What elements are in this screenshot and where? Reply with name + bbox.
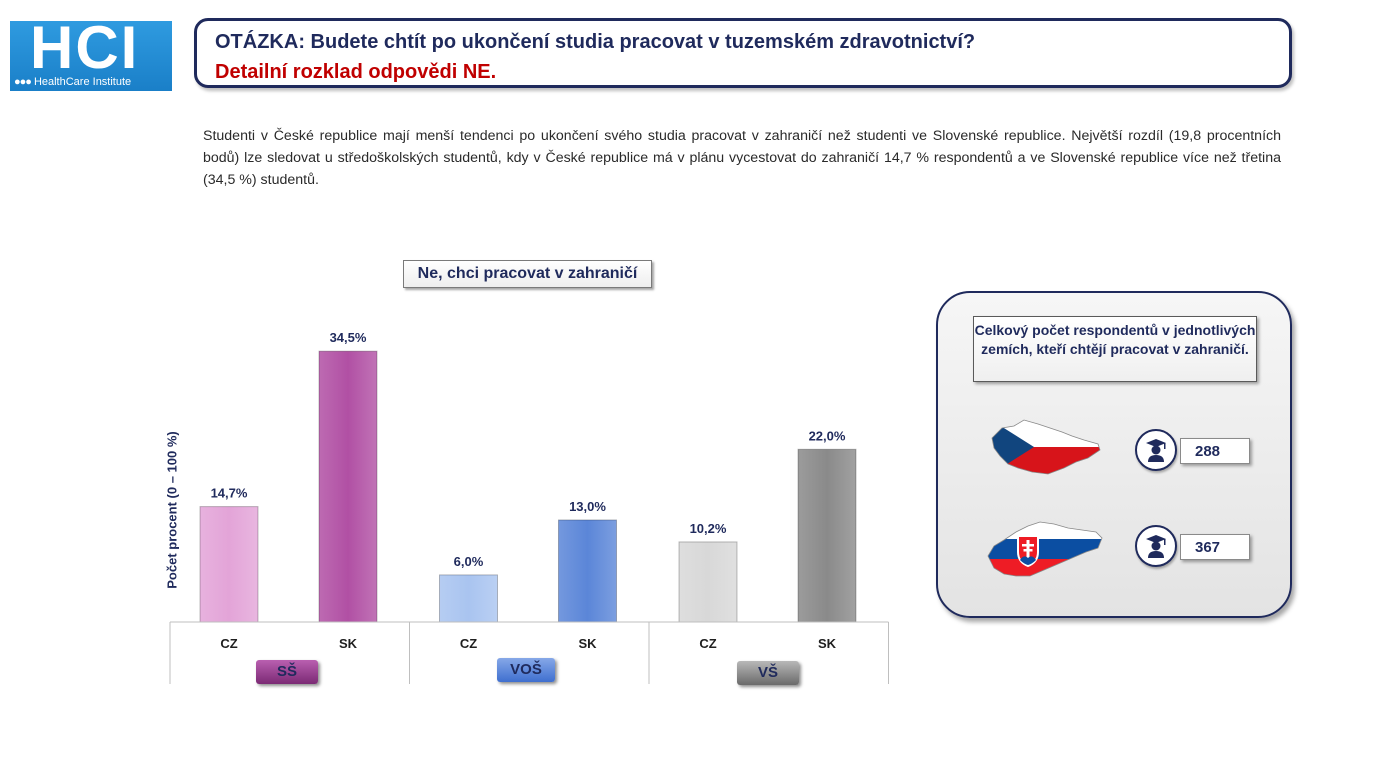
question-text: OTÁZKA: Budete chtít po ukončení studia … xyxy=(215,31,976,53)
x-tick-label: CZ xyxy=(460,636,477,651)
data-label: 10,2% xyxy=(690,521,727,536)
bar-VŠ-CZ xyxy=(678,541,738,623)
group-badge-vos: VOŠ xyxy=(497,658,555,682)
logo-name: HealthCare Institute xyxy=(33,76,132,88)
group-badge-vs: VŠ xyxy=(737,661,799,685)
graduate-icon xyxy=(1135,525,1177,567)
x-tick-label: SK xyxy=(578,636,597,651)
data-label: 22,0% xyxy=(809,428,846,443)
group-badge-ss: SŠ xyxy=(256,660,318,684)
panel-title: Celkový počet respondentů v jednotlivých… xyxy=(973,316,1257,382)
question-subtitle: Detailní rozklad odpovědi NE. xyxy=(215,61,497,83)
bar-VOŠ-CZ xyxy=(439,574,498,623)
data-label: 6,0% xyxy=(454,554,484,569)
czech-flag-map-icon xyxy=(991,419,1101,475)
bar-SŠ-SK xyxy=(318,350,378,623)
data-label: 14,7% xyxy=(211,486,248,501)
data-label: 13,0% xyxy=(569,499,606,514)
x-tick-label: SK xyxy=(818,636,837,651)
x-tick-label: SK xyxy=(339,636,358,651)
bar-VŠ-SK xyxy=(797,448,857,623)
x-tick-label: CZ xyxy=(220,636,237,651)
x-tick-label: CZ xyxy=(699,636,716,651)
cz-respondent-count: 288 xyxy=(1180,438,1250,464)
sk-respondent-count: 367 xyxy=(1180,534,1250,560)
chart-title: Ne, chci pracovat v zahraničí xyxy=(403,260,652,288)
bar-SŠ-CZ xyxy=(199,506,259,623)
bar-VOŠ-SK xyxy=(558,519,617,623)
graduate-icon xyxy=(1135,429,1177,471)
question-box: OTÁZKA: Budete chtít po ukončení studia … xyxy=(194,18,1292,88)
logo-dots: ●●● xyxy=(14,76,32,88)
slovak-flag-map-icon xyxy=(987,521,1103,577)
description-paragraph: Studenti v České republice mají menší te… xyxy=(203,128,1281,188)
logo-sub-text: ●●● HealthCare Institute xyxy=(14,76,131,88)
bar-chart: 14,7% 34,5% 6,0% 13,0% 10,2% 22,0% CZ SK CZ SK CZ… xyxy=(169,330,889,684)
hci-logo: HCI ●●● HealthCare Institute xyxy=(10,21,172,91)
data-label: 34,5% xyxy=(330,330,367,345)
logo-main-text: HCI xyxy=(30,21,140,81)
